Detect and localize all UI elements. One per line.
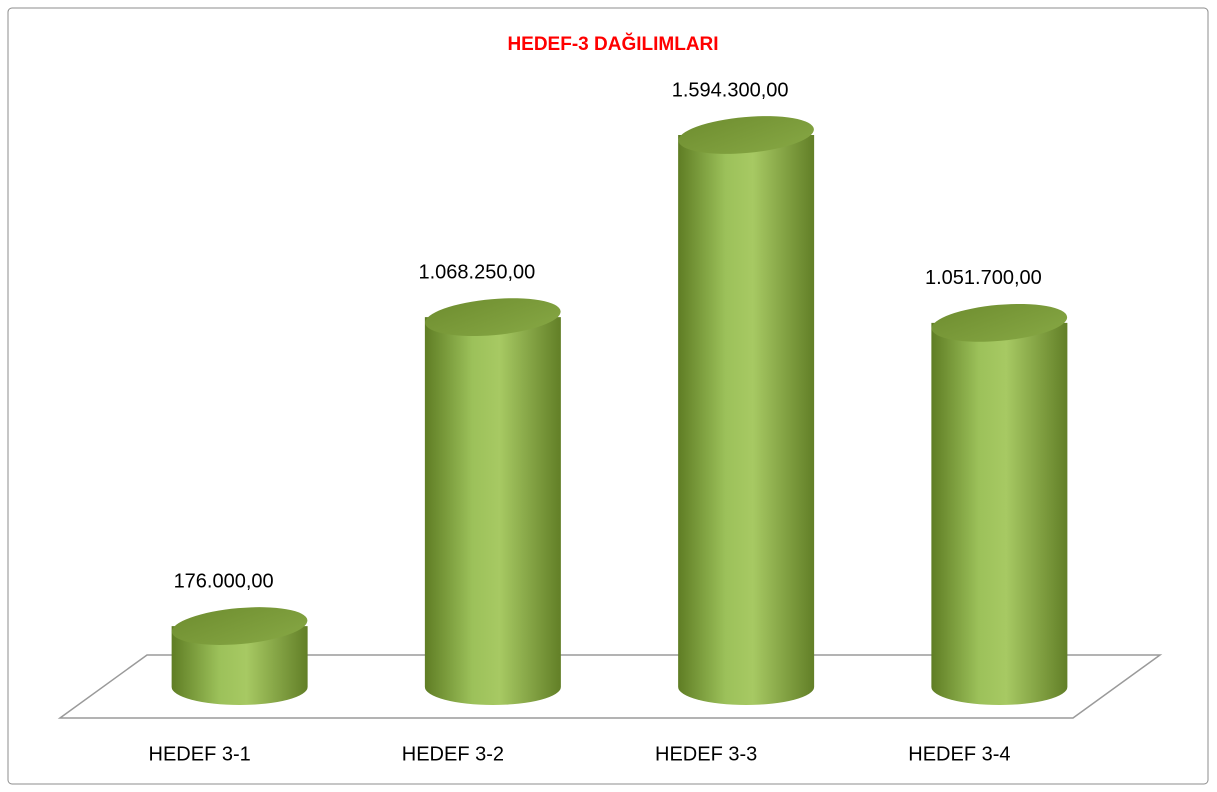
bar-top <box>425 298 561 337</box>
bar-top <box>931 303 1068 342</box>
value-label: 1.594.300,00 <box>672 79 789 101</box>
value-label: 1.068.250,00 <box>418 261 535 283</box>
x-tick-label: HEDEF 3-4 <box>908 743 1010 765</box>
x-tick-label: HEDEF 3-1 <box>149 743 251 765</box>
floor <box>57 654 1163 719</box>
bar-top <box>678 116 814 154</box>
bar-top <box>171 607 308 645</box>
bar <box>931 322 1068 705</box>
bar <box>678 135 815 705</box>
x-tick-label: HEDEF 3-3 <box>655 743 757 765</box>
bar <box>424 317 561 705</box>
bar <box>171 626 308 705</box>
x-tick-label: HEDEF 3-2 <box>402 743 504 765</box>
value-label: 176.000,00 <box>174 570 274 592</box>
chart-title: HEDEF-3 DAĞILIMLARI <box>507 33 718 55</box>
chart-frame <box>7 7 1209 785</box>
value-label: 1.051.700,00 <box>925 267 1042 289</box>
